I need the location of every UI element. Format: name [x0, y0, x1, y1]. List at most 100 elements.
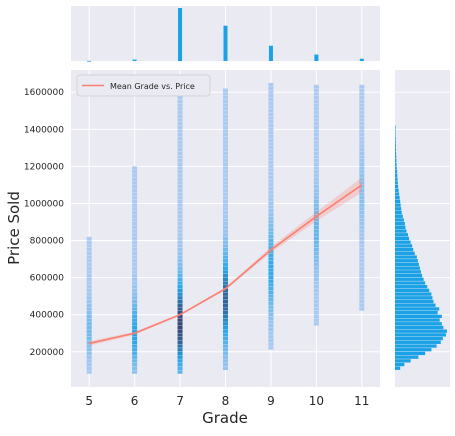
- joint-bin: [313, 251, 319, 256]
- joint-bin: [313, 88, 319, 92]
- joint-bin: [268, 112, 274, 117]
- joint-bin: [313, 170, 319, 174]
- joint-bin: [313, 225, 319, 230]
- joint-bin: [223, 110, 228, 115]
- joint-bin: [268, 157, 274, 161]
- joint-bin: [132, 292, 138, 296]
- marginal-y-bar: [395, 351, 426, 356]
- marginal-y-bar: [395, 348, 432, 352]
- joint-bin: [177, 210, 183, 215]
- joint-bin: [86, 307, 92, 311]
- joint-bin: [359, 288, 365, 293]
- marginal-y-bar: [395, 207, 402, 211]
- joint-bin: [177, 285, 183, 289]
- joint-bin: [223, 177, 228, 181]
- y-tick-label: 200000: [30, 348, 65, 358]
- joint-bin: [177, 288, 183, 293]
- joint-bin: [223, 251, 228, 256]
- joint-bin: [177, 199, 183, 204]
- marginal-y-bar: [395, 218, 404, 222]
- joint-bin: [177, 296, 183, 300]
- joint-bin: [177, 318, 183, 322]
- joint-bin: [223, 329, 228, 333]
- joint-bin: [86, 296, 92, 300]
- joint-bin: [177, 366, 183, 371]
- joint-bin: [359, 296, 365, 300]
- joint-bin: [313, 266, 319, 270]
- joint-bin: [86, 281, 92, 285]
- joint-bin: [86, 236, 92, 241]
- joint-bin: [268, 86, 274, 91]
- marginal-y-bar: [395, 310, 438, 315]
- joint-bin: [268, 94, 274, 98]
- joint-bin: [223, 95, 228, 100]
- marginal-y-bar: [395, 251, 415, 255]
- joint-bin: [177, 170, 183, 174]
- joint-bin: [223, 155, 228, 159]
- marginal-y-bar: [395, 359, 411, 363]
- joint-bin: [86, 247, 92, 252]
- joint-bin: [359, 144, 365, 148]
- joint-bin: [268, 246, 274, 250]
- joint-bin: [177, 348, 183, 352]
- joint-bin: [359, 95, 365, 100]
- joint-bin: [132, 296, 138, 300]
- joint-bin: [177, 192, 183, 196]
- joint-bin: [268, 101, 274, 105]
- joint-bin: [177, 247, 183, 252]
- joint-bin: [223, 359, 228, 363]
- joint-bin: [268, 164, 274, 168]
- joint-bin: [177, 310, 183, 315]
- joint-bin: [268, 190, 274, 194]
- joint-bin: [132, 233, 138, 237]
- marginal-y-bar: [395, 240, 411, 244]
- joint-bin: [313, 222, 319, 226]
- joint-bin: [268, 153, 274, 157]
- joint-bin: [132, 359, 138, 363]
- marginal-y-bar: [395, 210, 402, 215]
- marginal-y-bar: [395, 270, 421, 274]
- joint-bin: [359, 225, 365, 230]
- joint-bin: [86, 270, 92, 274]
- joint-bin: [359, 262, 365, 267]
- joint-bin: [313, 192, 319, 196]
- joint-bin: [132, 273, 138, 278]
- marginal-y-bar: [395, 188, 399, 192]
- joint-bin: [132, 340, 138, 345]
- joint-bin: [359, 166, 365, 170]
- joint-bin: [268, 301, 274, 306]
- joint-bin: [359, 92, 365, 96]
- joint-bin: [268, 160, 274, 165]
- joint-bin: [268, 123, 274, 128]
- joint-bin: [223, 118, 228, 122]
- marginal-y-bar: [395, 259, 418, 263]
- joint-bin: [359, 170, 365, 174]
- marginal-y-bar: [395, 329, 447, 333]
- joint-bin: [223, 147, 228, 152]
- marginal-y-bar: [395, 247, 414, 252]
- joint-bin: [223, 107, 228, 111]
- joint-bin: [177, 181, 183, 185]
- joint-bin: [132, 307, 138, 311]
- joint-bin: [86, 288, 92, 293]
- joint-bin: [268, 97, 274, 102]
- joint-bin: [223, 88, 228, 92]
- joint-bin: [177, 173, 183, 178]
- marginal-y-bar: [395, 255, 417, 259]
- joint-bin: [223, 114, 228, 118]
- marginal-y-bar: [395, 244, 413, 248]
- joint-bin: [223, 103, 228, 107]
- joint-bin: [268, 290, 274, 295]
- marginal-y-bar: [395, 155, 397, 159]
- joint-bin: [313, 199, 319, 204]
- marginal-y-bar: [395, 266, 420, 270]
- y-tick-label: 600000: [30, 274, 65, 284]
- joint-bin: [177, 144, 183, 148]
- joint-bin: [313, 307, 319, 311]
- joint-bin: [223, 307, 228, 311]
- joint-bin: [132, 222, 138, 226]
- joint-bin: [268, 194, 274, 198]
- marginal-y-bar: [395, 344, 437, 348]
